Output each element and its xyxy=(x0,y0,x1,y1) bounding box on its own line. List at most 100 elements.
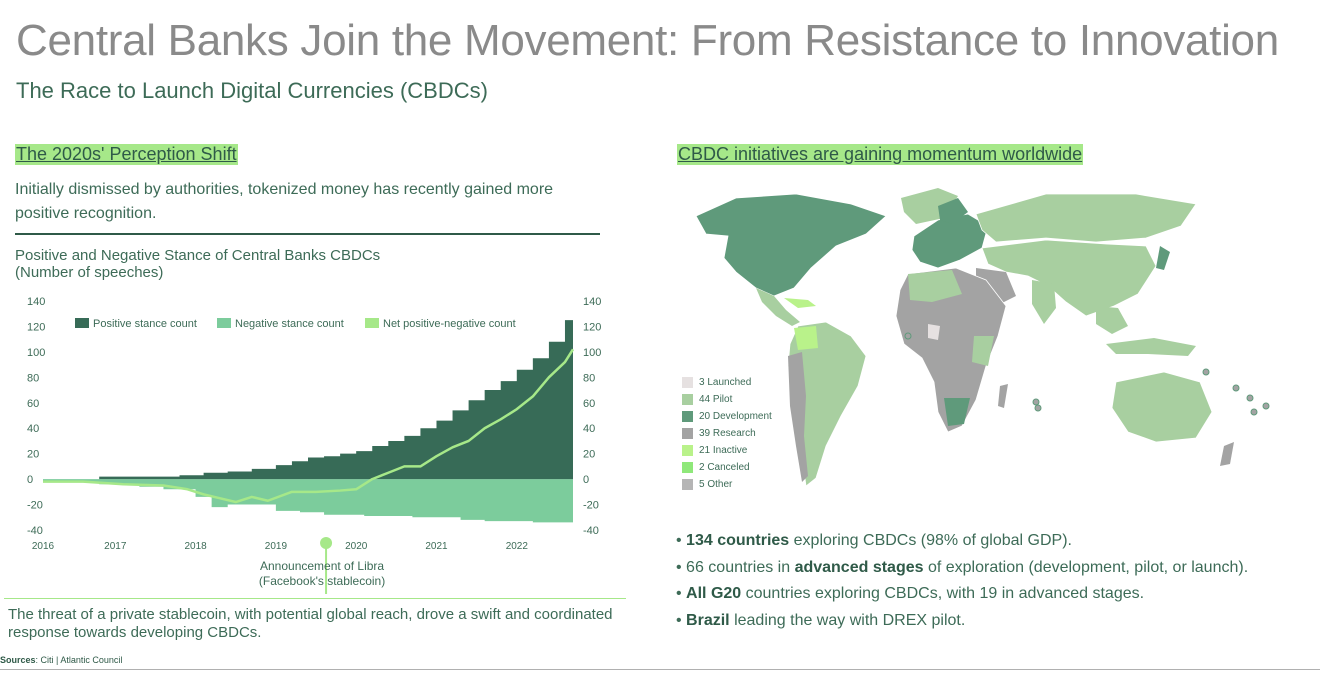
map-legend-item: 20 Development xyxy=(682,408,772,425)
key-fact-highlight: Brazil xyxy=(686,611,730,629)
sources-label: Sources xyxy=(0,655,36,665)
y-tick-left: 120 xyxy=(27,321,45,333)
key-fact-text: of exploration (development, pilot, or l… xyxy=(923,558,1249,576)
key-fact-text: countries exploring CBDCs, with 19 in ad… xyxy=(741,585,1145,602)
key-fact-highlight: advanced stages xyxy=(794,558,924,576)
legend-label: Negative stance count xyxy=(235,318,344,330)
sources-line: Sources: Citi | Atlantic Council xyxy=(0,655,122,665)
map-russia xyxy=(975,193,1197,243)
legend-label: 5 Other xyxy=(699,479,733,490)
legend-swatch xyxy=(217,318,231,328)
map-india xyxy=(1032,280,1056,324)
legend-label: 20 Development xyxy=(699,411,772,422)
key-fact-highlight: 134 countries xyxy=(686,532,790,549)
left-section-heading: The 2020s' Perception Shift xyxy=(15,144,238,165)
x-tick: 2019 xyxy=(265,541,288,552)
y-tick-right: 40 xyxy=(583,423,595,435)
page-title: Central Banks Join the Movement: From Re… xyxy=(16,16,1279,65)
y-tick-left: 100 xyxy=(27,347,45,359)
key-fact-prefix: 66 countries in xyxy=(686,558,795,576)
map-legend: 3 Launched 44 Pilot 20 Development 39 Resea… xyxy=(682,374,772,493)
map-legend-item: 3 Launched xyxy=(682,374,772,391)
legend-swatch xyxy=(682,445,693,456)
x-tick: 2021 xyxy=(425,541,448,552)
intro-text: Initially dismissed by authorities, toke… xyxy=(15,181,554,222)
chart-subtitle: (Number of speeches) xyxy=(15,264,164,281)
legend-swatch xyxy=(682,428,693,439)
y-tick-left: 80 xyxy=(27,372,39,384)
key-fact-highlight: All G20 xyxy=(686,585,742,602)
note-divider xyxy=(4,598,626,599)
map-north-africa xyxy=(908,270,962,302)
map-japan xyxy=(1156,246,1170,270)
map-south-africa xyxy=(944,398,970,426)
key-fact-text: leading the way with DREX pilot. xyxy=(729,611,966,629)
x-tick: 2017 xyxy=(104,541,127,552)
y-tick-right: 120 xyxy=(583,321,601,333)
chart-title: Positive and Negative Stance of Central … xyxy=(15,247,381,264)
legend-label: 39 Research xyxy=(699,428,756,439)
legend-label: Net positive-negative count xyxy=(383,318,516,330)
legend-label: 3 Launched xyxy=(699,377,752,388)
legend-label: 21 Inactive xyxy=(699,445,748,456)
map-africa xyxy=(895,267,1007,433)
y-tick-right: 0 xyxy=(583,474,589,486)
y-tick-left: -20 xyxy=(27,500,43,512)
y-tick-left: 140 xyxy=(27,296,45,308)
y-tick-right: 140 xyxy=(583,296,601,308)
y-tick-left: 60 xyxy=(27,398,39,410)
map-indonesia xyxy=(1106,338,1196,356)
world-map xyxy=(695,188,1270,487)
map-scandinavia xyxy=(938,198,968,224)
legend-swatch xyxy=(682,394,693,405)
footer-divider xyxy=(0,669,1320,670)
legend-label: 2 Canceled xyxy=(699,462,750,473)
key-fact: • Brazil leading the way with DREX pilot… xyxy=(676,611,966,629)
legend-swatch xyxy=(75,318,89,328)
x-tick: 2022 xyxy=(506,541,529,552)
right-section-heading: CBDC initiatives are gaining momentum wo… xyxy=(677,144,1084,165)
section-divider xyxy=(15,233,600,235)
chart-annotation: Announcement of Libra(Facebook's stablec… xyxy=(259,537,385,594)
map-southeast-asia xyxy=(1096,306,1128,334)
threat-note: The threat of a private stablecoin, with… xyxy=(8,606,613,641)
sources-text: : Citi | Atlantic Council xyxy=(35,655,123,665)
chart-title-block: Positive and Negative Stance of Central … xyxy=(15,247,380,281)
x-tick: 2020 xyxy=(345,541,368,552)
legend-swatch xyxy=(365,318,379,328)
map-australia xyxy=(1111,371,1213,443)
legend-swatch xyxy=(682,377,693,388)
y-tick-left: 40 xyxy=(27,423,39,435)
map-east-africa xyxy=(972,336,994,366)
y-tick-left: 0 xyxy=(27,474,33,486)
legend-swatch xyxy=(682,462,693,473)
y-tick-left: 20 xyxy=(27,449,39,461)
y-tick-right: -20 xyxy=(583,500,599,512)
chart-legend: Positive stance count Negative stance cou… xyxy=(75,318,516,330)
map-legend-item: 21 Inactive xyxy=(682,442,772,459)
map-legend-item: 2 Canceled xyxy=(682,459,772,476)
key-fact: • 66 countries in advanced stages of exp… xyxy=(676,558,1249,576)
map-legend-item: 5 Other xyxy=(682,476,772,493)
y-tick-right: -40 xyxy=(583,525,599,537)
y-tick-left: -40 xyxy=(27,525,43,537)
x-tick: 2016 xyxy=(32,541,55,552)
map-central-america xyxy=(756,288,800,326)
y-tick-right: 20 xyxy=(583,449,595,461)
annotation-text: Announcement of Libra xyxy=(260,559,384,573)
positive-stance-area xyxy=(43,304,573,480)
chart-areas xyxy=(43,304,575,523)
map-africa-launched xyxy=(928,324,940,340)
y-tick-right: 60 xyxy=(583,398,595,410)
legend-swatch xyxy=(682,479,693,490)
map-legend-item: 39 Research xyxy=(682,425,772,442)
map-north-america xyxy=(695,193,887,297)
negative-stance-area xyxy=(43,479,573,523)
legend-label: 44 Pilot xyxy=(699,394,733,405)
map-island-markers xyxy=(904,332,1270,416)
key-facts-list: • 134 countries exploring CBDCs (98% of … xyxy=(676,528,1248,634)
page-subtitle: The Race to Launch Digital Currencies (C… xyxy=(16,78,488,103)
key-fact: • All G20 countries exploring CBDCs, wit… xyxy=(676,585,1145,602)
